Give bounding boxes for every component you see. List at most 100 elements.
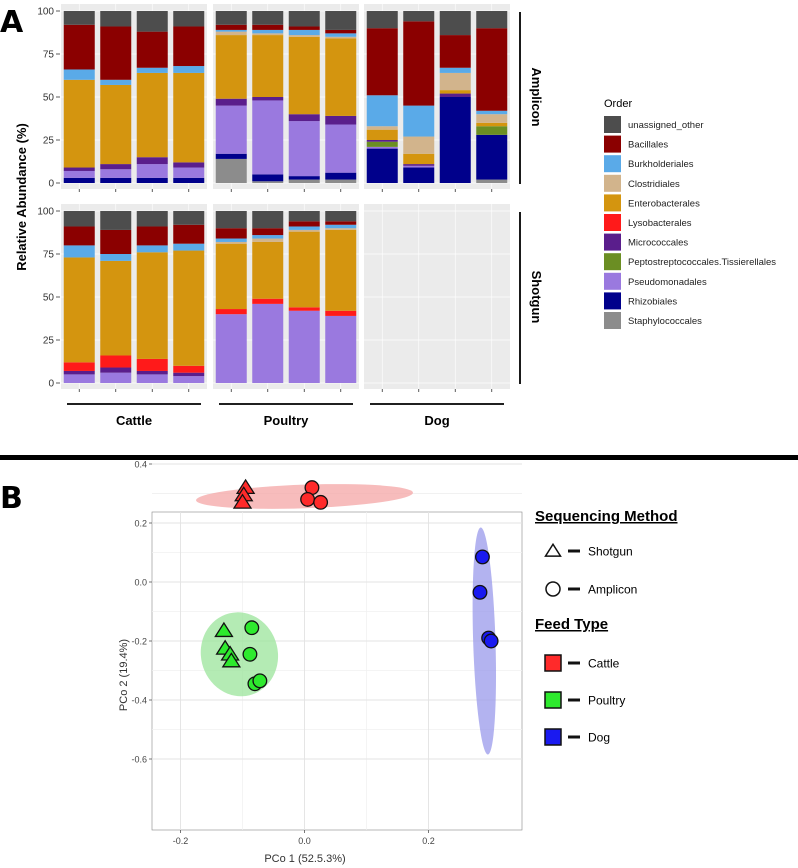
facet-label-dog: Dog [424,413,449,428]
legend-label: Enterobacterales [628,198,700,209]
legend-swatch [604,135,621,153]
bar-segment [215,158,247,183]
y-tick-label: -0.2 [131,637,147,647]
bar-segment [136,226,168,246]
y-tick-label: 0.2 [134,519,147,529]
bar-segment [288,114,320,122]
bar-segment [136,358,168,371]
data-point-amplicon-dog [474,549,490,565]
bar-segment [325,36,357,39]
bar-segment [252,33,284,36]
legend-feed-swatch [544,654,562,672]
bar-segment [252,241,284,299]
bar-segment [136,72,168,158]
y-tick-label: 100 [37,207,54,218]
legend-swatch [604,253,621,271]
bar-segment [403,21,435,106]
bar-segment [136,370,168,375]
bar-segment [63,24,95,70]
bar-segment [215,105,247,154]
bar-segment [252,238,284,242]
bar-segment [476,11,508,29]
bar-segment [136,211,168,227]
bar-segment [288,176,320,180]
bar-segment [136,31,168,68]
legend-swatch [604,155,621,173]
bar-segment [403,165,435,168]
bar-segment [325,172,357,180]
bar-segment [215,11,247,25]
legend-label: unassigned_other [628,120,704,131]
bar-segment [366,148,398,183]
bar-segment [288,231,320,308]
legend-label: Staphylococcales [628,316,702,327]
data-point-amplicon-cattle [300,491,316,507]
bar-segment [366,126,398,130]
bar-segment [325,211,357,222]
data-point-amplicon-dog [483,633,499,649]
y-tick-label: 0 [48,179,54,190]
legend-method-label: Shotgun [588,545,633,559]
bar-segment [439,90,471,94]
bar-segment [476,126,508,135]
legend-label: Pseudomonadales [628,277,707,288]
bar-segment [63,211,95,227]
bar-segment [403,164,435,166]
bar-segment [325,224,357,229]
legend-swatch [604,233,621,251]
data-point-shotgun-poultry [221,652,242,668]
bar-segment [63,226,95,246]
bar-segment [63,79,95,168]
bar-segment [288,179,320,183]
stacked-bar-chart: 0 25 50 75 100 0 25 50 75 100 Cattle Poultry Dog Ampl… [37,4,544,428]
bar-segment [173,11,205,27]
legend-swatch [604,312,621,329]
bar-segment [215,35,247,99]
pcoa-legend: Sequencing Method Feed Type Shotgun Ampli… [535,508,678,746]
bar-segment [288,29,320,36]
order-legend-title: Order [604,98,632,110]
bar-segment [252,29,284,34]
bar-segment [173,250,205,366]
bar-segment [288,221,320,227]
bar-segment [63,167,95,171]
bar-segment [173,224,205,244]
facet-label-cattle: Cattle [116,413,152,428]
bar-segment [476,110,508,115]
y-tick-label: 50 [43,93,55,104]
bar-segment [325,124,357,173]
bar-segment [252,298,284,304]
legend-dash [568,735,580,739]
bar-segment [63,362,95,371]
bar-segment [215,314,247,383]
bar-segment [215,228,247,239]
bar-segment [439,97,471,183]
bar-segment [173,177,205,183]
order-legend: Order unassigned_other Bacillales Burkhold… [604,98,776,329]
bar-segment [136,67,168,73]
facet-label-amplicon: Amplicon [529,67,544,126]
bar-segment [403,167,435,183]
pcoa-x-axis-title: PCo 1 (52.5.3%) [264,853,345,865]
bar-segment [215,153,247,159]
bar-segment [288,36,320,115]
bar-segment [288,26,320,30]
bar-segment [63,370,95,375]
data-point-amplicon-poultry [252,673,268,689]
bar-segment [439,35,471,68]
y-tick-label: -0.6 [131,755,147,765]
bar-segment [252,235,284,239]
bar-segment [173,167,205,178]
bar-segment [215,309,247,315]
bar-segment [100,372,132,383]
legend-method-label: Amplicon [588,583,637,597]
bar-segment [476,134,508,180]
bar-segment [325,315,357,383]
bar-segment [366,95,398,127]
bar-segment [476,179,508,183]
bar-segment [63,245,95,258]
bar-segment [136,177,168,183]
bar-segment [136,252,168,359]
legend-swatch [604,174,621,192]
